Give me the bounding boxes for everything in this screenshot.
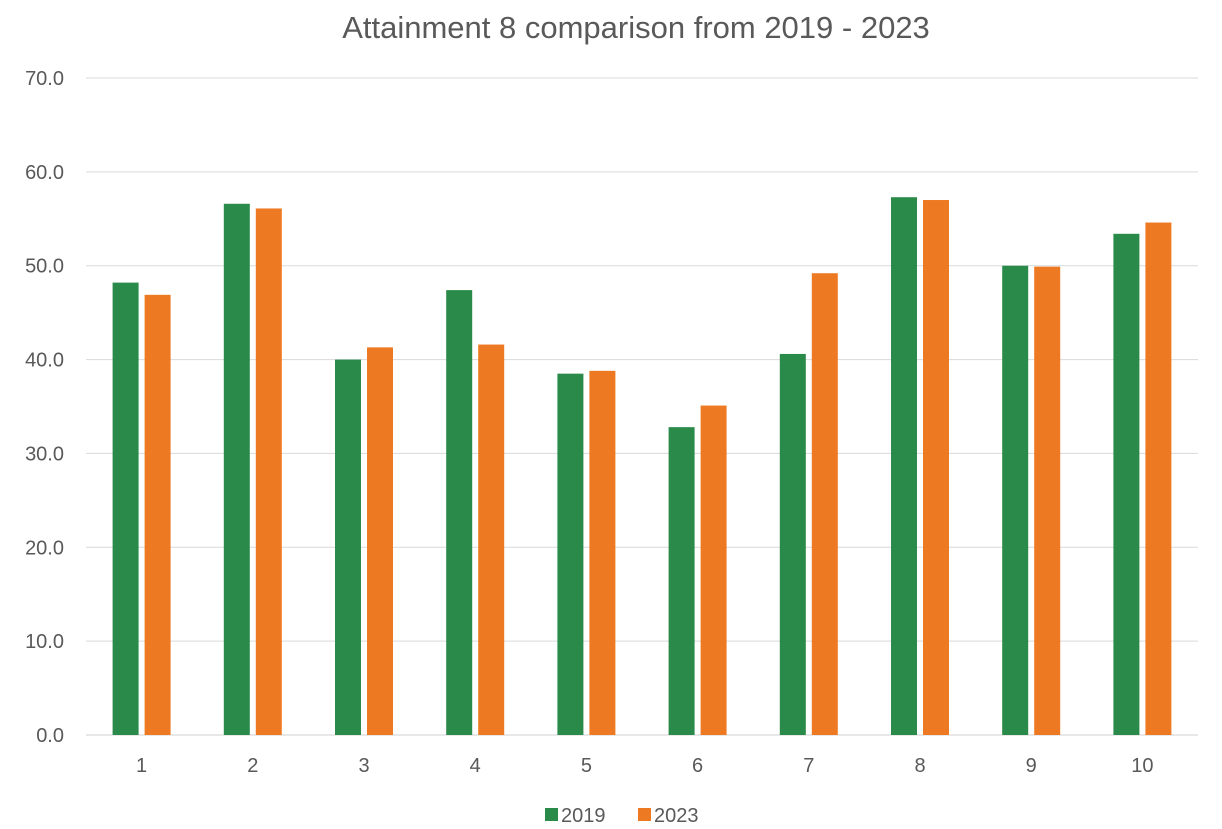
- x-tick-label: 7: [803, 755, 814, 777]
- bar-2019-10: [1113, 233, 1140, 735]
- bar-2019-5: [557, 373, 584, 735]
- bar-2019-7: [779, 353, 806, 735]
- bar-2023-7: [811, 273, 838, 735]
- bar-2019-6: [668, 427, 695, 735]
- y-axis-ticks: 0.0 10.0 20.0 30.0 40.0 50.0 60.0 70.0: [25, 68, 64, 747]
- bar-2023-1: [144, 294, 171, 735]
- bar-2019-3: [335, 359, 361, 735]
- bar-2019-2: [223, 203, 250, 736]
- legend-swatch-2023: [638, 808, 651, 821]
- y-tick-label: 60.0: [25, 162, 64, 184]
- y-tick-label: 20.0: [25, 537, 64, 559]
- x-tick-label: 4: [470, 755, 481, 777]
- legend-swatch-2019: [545, 808, 558, 821]
- x-tick-label: 3: [358, 755, 369, 777]
- chart-title: Attainment 8 comparison from 2019 - 2023: [342, 10, 930, 45]
- x-tick-label: 10: [1131, 755, 1153, 777]
- bar-2023-6: [700, 405, 727, 735]
- x-tick-label: 9: [1026, 755, 1037, 777]
- legend: 2019 2023: [545, 805, 699, 827]
- y-tick-label: 70.0: [25, 68, 64, 90]
- x-tick-label: 8: [914, 755, 925, 777]
- bar-2019-8: [891, 197, 917, 735]
- x-tick-label: 2: [247, 755, 258, 777]
- bar-2019-1: [112, 282, 139, 735]
- y-tick-label: 50.0: [25, 256, 64, 278]
- bar-2023-10: [1145, 222, 1172, 736]
- x-tick-label: 5: [581, 755, 592, 777]
- bars: [112, 197, 1172, 736]
- bar-2019-4: [446, 290, 473, 735]
- bar-2023-9: [1034, 266, 1061, 735]
- bar-2023-2: [255, 208, 282, 735]
- x-axis-ticks: 1 2 3 4 5 6 7 8 9 10: [136, 755, 1153, 777]
- bar-2023-8: [923, 200, 949, 735]
- y-tick-label: 40.0: [25, 350, 64, 372]
- y-tick-label: 30.0: [25, 443, 64, 465]
- bar-2019-9: [1002, 265, 1029, 735]
- x-tick-label: 1: [136, 755, 147, 777]
- y-tick-label: 0.0: [36, 725, 64, 747]
- bar-2023-4: [478, 344, 505, 735]
- legend-label: 2023: [654, 805, 699, 827]
- y-tick-label: 10.0: [25, 631, 64, 653]
- bar-2023-3: [367, 347, 393, 735]
- gridlines: [86, 77, 1198, 736]
- bar-2023-5: [589, 370, 616, 735]
- x-tick-label: 6: [692, 755, 703, 777]
- legend-label: 2019: [561, 805, 606, 827]
